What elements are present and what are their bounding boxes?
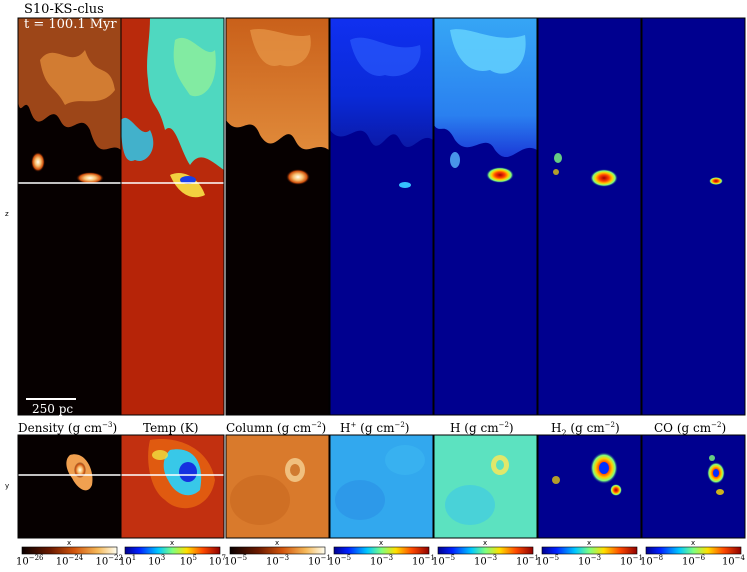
colorbar-tick-co-1: 10−6 [681, 554, 706, 568]
column-colorbar [229, 546, 326, 555]
h-face-on-panel [433, 434, 538, 539]
title-h-plus: H+ (g cm−2) [340, 421, 409, 435]
colorbar-tick-h-0: 10−5 [432, 554, 456, 568]
temperature-colorbar [124, 546, 221, 555]
title-h2-sub: 2 [561, 428, 567, 438]
colorbar-tick-h-1: 10−3 [473, 554, 498, 568]
title-h2-text: H [551, 421, 562, 435]
title-h-plus-close: ) [404, 421, 410, 435]
title-density-text: Density [18, 421, 65, 435]
title-column-exp: −2 [311, 421, 322, 429]
colorbar-tick-column-0: 10−5 [224, 554, 248, 568]
scale-bar-label: 250 pc [32, 402, 74, 416]
title-h-plus-sup: + [350, 421, 357, 429]
h-colorbar [437, 546, 534, 555]
temperature-edge-on-panel [120, 17, 225, 416]
colorbar-tick-h-plus-1: 10−3 [369, 554, 394, 568]
title-co: CO (g cm−2) [654, 421, 726, 435]
title-temperature-unit: (K) [180, 421, 199, 435]
colorbar-tick-density-1: 10−24 [55, 554, 84, 568]
column-face-on-panel [225, 434, 330, 539]
colorbar-tick-temperature-0: 101 [119, 554, 137, 568]
h-edge-on-panel [433, 17, 538, 416]
title-h2-exp: −2 [604, 421, 615, 429]
h2-edge-on-panel [537, 17, 642, 416]
x-axis-label-column: x [275, 539, 280, 547]
h-plus-colorbar [333, 546, 430, 555]
colorbar-tick-h2-1: 10−3 [577, 554, 602, 568]
title-density-close: ) [112, 421, 118, 435]
x-axis-label-h2: x [587, 539, 592, 547]
co-edge-on-panel [641, 17, 746, 416]
colorbar-tick-h-plus-0: 10−5 [328, 554, 352, 568]
colorbar-tick-h-plus-2: 10−1 [411, 554, 435, 568]
title-h-text: H [450, 421, 461, 435]
density-colorbar [21, 546, 118, 555]
colorbar-tick-column-1: 10−3 [265, 554, 290, 568]
title-co-exp: −2 [711, 421, 722, 429]
x-axis-label-temperature: x [170, 539, 175, 547]
title-column-unit: (g cm [276, 421, 312, 435]
title-density-unit: (g cm [67, 421, 103, 435]
title-h2-unit: (g cm [570, 421, 605, 435]
colorbar-tick-co-2: 10−4 [721, 554, 745, 568]
z-axis-label: z [5, 210, 9, 218]
x-axis-label-co: x [691, 539, 696, 547]
colorbar-tick-column-2: 10−1 [307, 554, 331, 568]
title-h2: H2 (g cm−2) [551, 421, 620, 437]
simulation-name: S10-KS-clus [24, 2, 104, 17]
title-h-unit: (g cm [464, 421, 499, 435]
title-h-plus-text: H [340, 421, 351, 435]
x-axis-label-density: x [67, 539, 72, 547]
title-temperature-text: Temp [143, 421, 177, 435]
title-density: Density (g cm−3) [18, 421, 117, 435]
time-label: t = 100.1 Myr [24, 17, 117, 32]
colorbar-tick-density-2: 10−22 [95, 554, 123, 568]
title-h-plus-exp: −2 [394, 421, 405, 429]
h-plus-edge-on-panel [329, 17, 434, 416]
temperature-face-on-panel [120, 434, 225, 539]
colorbar-tick-h2-2: 10−1 [619, 554, 643, 568]
colorbar-tick-temperature-3: 107 [208, 554, 226, 568]
h-plus-face-on-panel [329, 434, 434, 539]
title-h-exp: −2 [498, 421, 509, 429]
colorbar-tick-density-0: 10−26 [16, 554, 44, 568]
colorbar-tick-temperature-1: 103 [148, 554, 166, 568]
title-h: H (g cm−2) [450, 421, 514, 435]
title-co-unit: (g cm [676, 421, 712, 435]
title-h2-close: ) [615, 421, 620, 435]
title-column-text: Column [226, 421, 274, 435]
title-column: Column (g cm−2) [226, 421, 326, 435]
title-h-close: ) [508, 421, 514, 435]
title-temperature: Temp (K) [143, 421, 198, 435]
title-h-plus-unit: (g cm [360, 421, 395, 435]
co-colorbar [645, 546, 742, 555]
x-axis-label-h: x [483, 539, 488, 547]
density-face-on-panel [17, 434, 122, 539]
h2-colorbar [541, 546, 638, 555]
title-co-text: CO [654, 421, 674, 435]
density-edge-on-panel [17, 17, 122, 416]
title-co-close: ) [721, 421, 727, 435]
colorbar-tick-temperature-2: 105 [179, 554, 197, 568]
h2-face-on-panel [537, 434, 642, 539]
column-edge-on-panel [225, 17, 330, 416]
colorbar-tick-co-0: 10−8 [640, 554, 664, 568]
title-density-exp: −3 [102, 421, 113, 429]
x-axis-label-h-plus: x [379, 539, 384, 547]
colorbar-tick-h2-0: 10−5 [536, 554, 560, 568]
title-column-close: ) [321, 421, 327, 435]
y-axis-label: y [5, 482, 10, 490]
colorbar-tick-h-2: 10−1 [515, 554, 539, 568]
co-face-on-panel [641, 434, 746, 539]
